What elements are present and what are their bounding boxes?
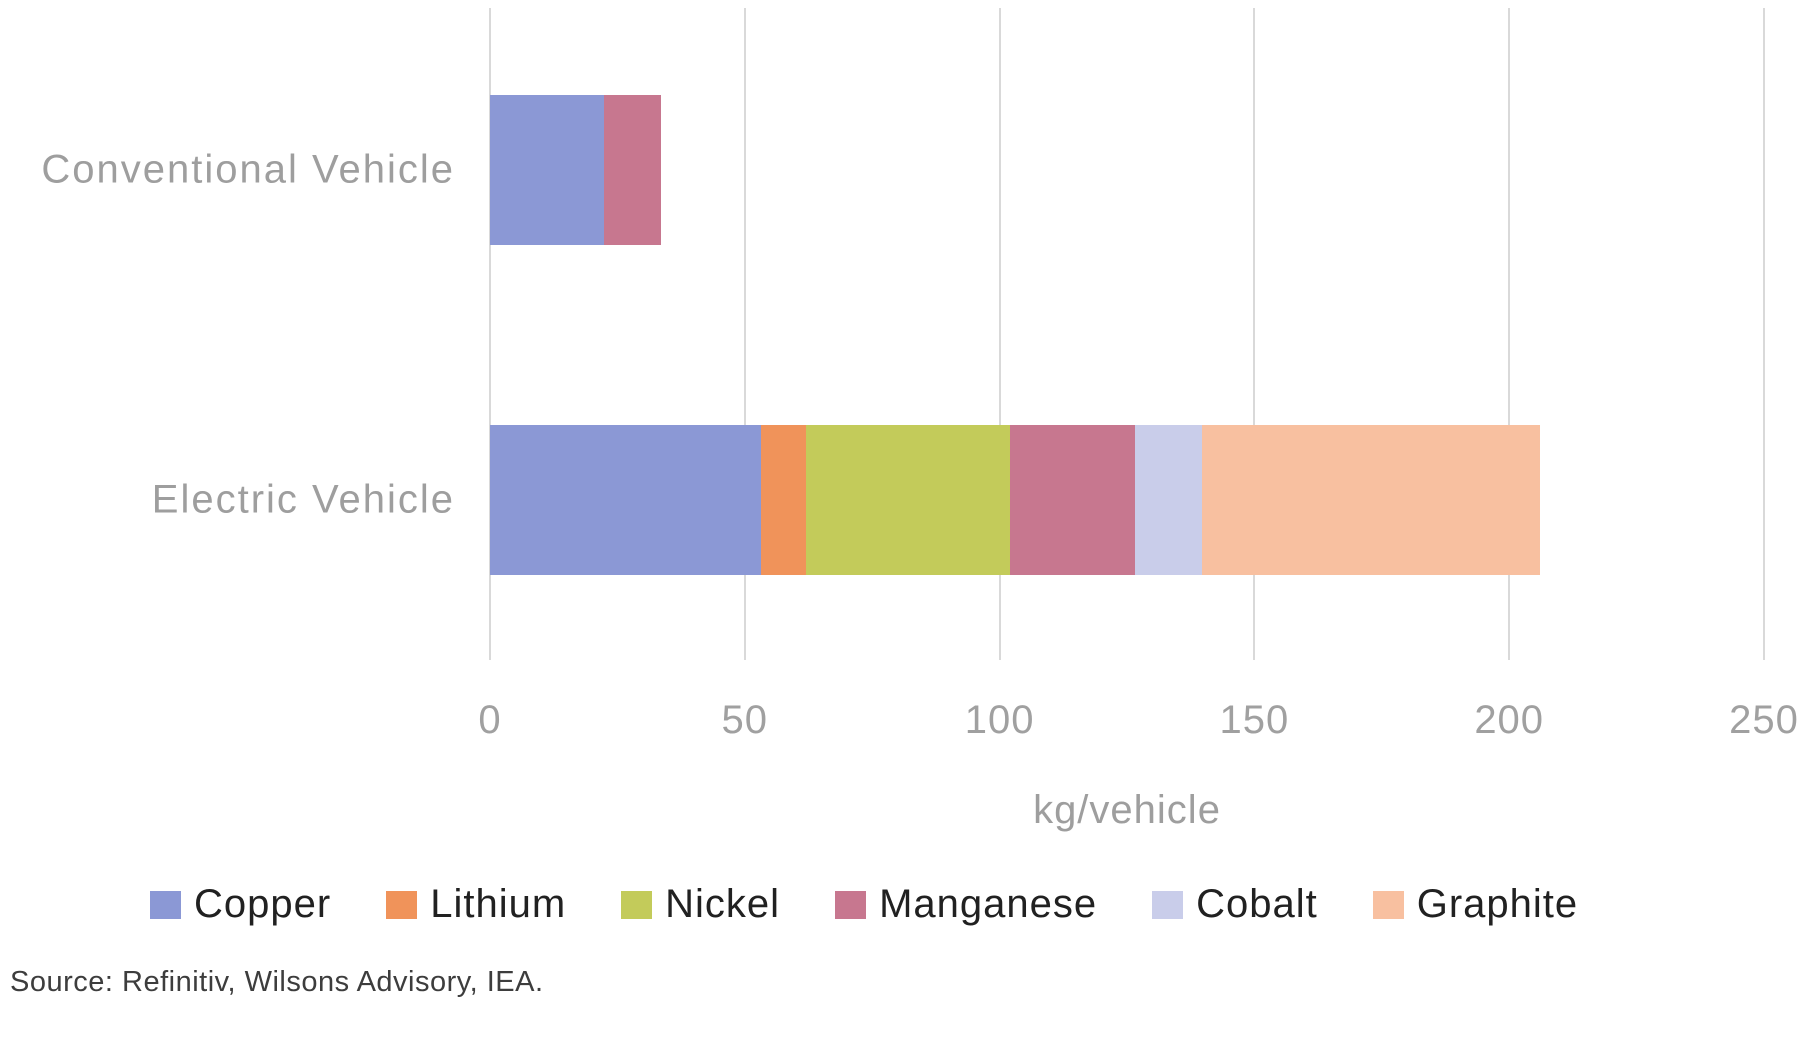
- x-tick-label-150: 150: [1219, 698, 1290, 742]
- legend-item-manganese: Manganese: [835, 882, 1097, 927]
- legend-swatch-icon: [835, 890, 867, 919]
- legend-swatch-icon: [386, 890, 418, 919]
- gridline-x-200: [1508, 8, 1511, 660]
- category-label-electric-vehicle: Electric Vehicle: [151, 477, 455, 522]
- legend: Copper Lithium Nickel Manganese Cobalt Graphi…: [150, 882, 1578, 927]
- x-tick-label-0: 0: [478, 698, 502, 742]
- legend-item-nickel: Nickel: [621, 882, 780, 927]
- x-tick-label-50: 50: [721, 698, 769, 742]
- legend-swatch-icon: [1152, 890, 1184, 919]
- legend-swatch-icon: [150, 890, 181, 919]
- gridline-x-100: [998, 8, 1001, 660]
- legend-swatch-icon: [621, 890, 653, 919]
- plot-area: [489, 8, 1765, 660]
- bar-segment-copper: [490, 425, 762, 575]
- x-axis: 0 50 100 150 200 250: [478, 698, 1798, 750]
- gridline-x-250: [1763, 8, 1765, 660]
- bar-electric-vehicle: [490, 425, 1764, 575]
- x-tick-label-200: 200: [1474, 698, 1545, 742]
- bar-segment-nickel: [806, 425, 1010, 575]
- source-note: Source: Refinitiv, Wilsons Advisory, IEA…: [10, 966, 544, 998]
- bar-segment-manganese: [603, 95, 661, 245]
- bar-segment-copper: [490, 95, 604, 245]
- category-label-conventional-vehicle: Conventional Vehicle: [41, 147, 455, 192]
- bar-segment-graphite: [1202, 425, 1541, 575]
- category-labels: Conventional Vehicle Electric Vehicle: [0, 0, 455, 1050]
- gridline-x-0: [489, 8, 491, 660]
- legend-label: Nickel: [665, 882, 781, 926]
- gridline-x-150: [1253, 8, 1256, 660]
- x-axis-title: kg/vehicle: [1033, 788, 1221, 832]
- bar-segment-manganese: [1009, 425, 1135, 575]
- legend-item-copper: Copper: [150, 882, 331, 927]
- legend-label: Copper: [194, 882, 332, 926]
- x-tick-label-250: 250: [1729, 698, 1799, 742]
- legend-label: Graphite: [1416, 882, 1579, 926]
- legend-item-graphite: Graphite: [1372, 882, 1579, 927]
- x-tick-label-100: 100: [964, 698, 1035, 742]
- legend-item-cobalt: Cobalt: [1152, 882, 1318, 927]
- gridline-x-50: [743, 8, 746, 660]
- legend-label: Lithium: [430, 882, 567, 926]
- bar-segment-lithium: [761, 425, 807, 575]
- bar-segment-cobalt: [1134, 425, 1203, 575]
- legend-label: Manganese: [879, 882, 1098, 926]
- bar-conventional-vehicle: [490, 95, 1764, 245]
- legend-swatch-icon: [1372, 890, 1404, 919]
- legend-label: Cobalt: [1196, 882, 1318, 926]
- legend-item-lithium: Lithium: [386, 882, 566, 927]
